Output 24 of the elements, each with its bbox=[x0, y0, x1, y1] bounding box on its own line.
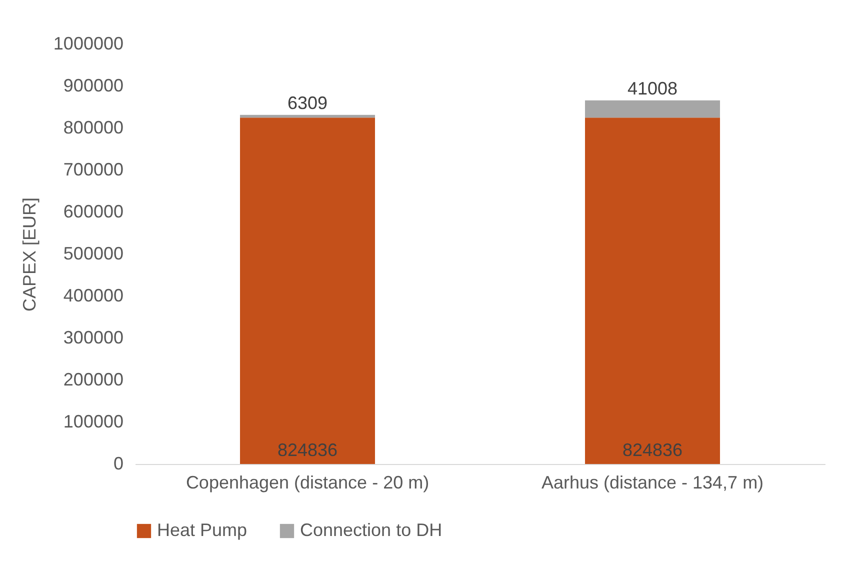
y-tick-label: 500000 bbox=[63, 244, 124, 264]
bar bbox=[240, 114, 375, 118]
data-label: 6309 bbox=[287, 92, 328, 113]
legend-label: Connection to DH bbox=[300, 520, 442, 540]
y-tick-label: 0 bbox=[113, 454, 124, 474]
x-tick-label: Aarhus (distance - 134,7 m) bbox=[541, 472, 764, 492]
y-tick-label: 800000 bbox=[63, 118, 124, 138]
bar bbox=[240, 118, 375, 464]
y-tick-label: 200000 bbox=[63, 370, 124, 390]
y-tick-label: 1000000 bbox=[53, 34, 124, 54]
bar bbox=[585, 118, 720, 464]
x-tick-label: Copenhagen (distance - 20 m) bbox=[186, 472, 430, 492]
legend-label: Heat Pump bbox=[157, 520, 248, 540]
data-label: 824836 bbox=[277, 440, 338, 460]
data-label: 824836 bbox=[622, 440, 683, 460]
y-axis-title: CAPEX [EUR] bbox=[19, 197, 40, 312]
y-tick-label: 400000 bbox=[63, 286, 124, 306]
bar bbox=[585, 100, 720, 118]
data-label: 41008 bbox=[627, 78, 678, 98]
y-tick-label: 900000 bbox=[63, 76, 124, 96]
y-tick-label: 100000 bbox=[63, 412, 124, 432]
y-tick-label: 600000 bbox=[63, 202, 124, 222]
y-tick-label: 700000 bbox=[63, 160, 124, 180]
y-tick-label: 300000 bbox=[63, 328, 124, 348]
